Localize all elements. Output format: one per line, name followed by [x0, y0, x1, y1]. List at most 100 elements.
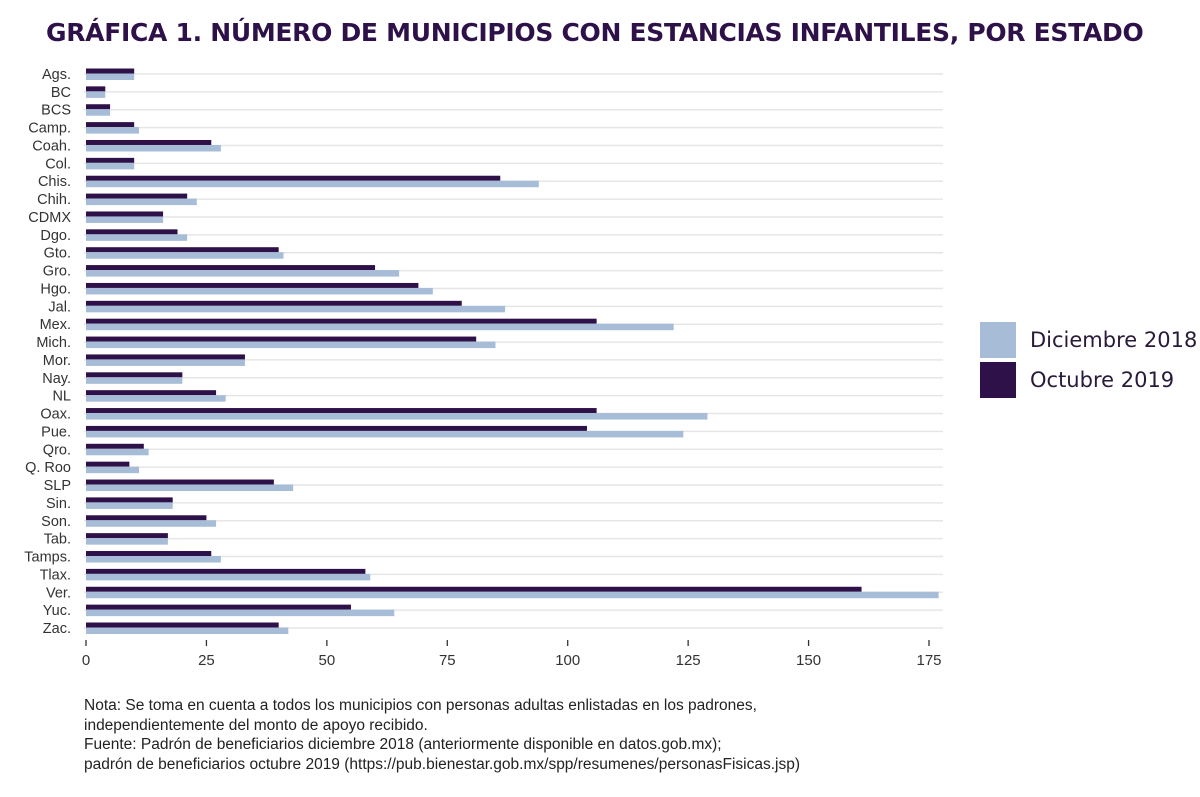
bar-diciembre-2018 — [86, 127, 139, 134]
legend-label: Octubre 2019 — [1030, 368, 1175, 392]
bar-diciembre-2018 — [86, 252, 284, 259]
bar-octubre-2019 — [86, 86, 106, 92]
x-tick-label: 150 — [796, 652, 821, 669]
bar-diciembre-2018 — [86, 287, 433, 295]
gridlines — [84, 73, 943, 629]
bar-diciembre-2018 — [86, 430, 684, 438]
category-label: Mor. — [43, 353, 71, 369]
category-label: Chis. — [38, 174, 71, 190]
category-label: BCS — [41, 103, 71, 119]
bar-octubre-2019 — [86, 175, 501, 181]
bar-diciembre-2018 — [86, 484, 294, 492]
bar-octubre-2019 — [86, 533, 168, 539]
bar-octubre-2019 — [86, 568, 366, 574]
bar-octubre-2019 — [86, 318, 597, 324]
category-label: Yuc. — [43, 603, 71, 619]
bar-octubre-2019 — [86, 443, 144, 449]
bar-diciembre-2018 — [86, 556, 221, 563]
bar-octubre-2019 — [86, 193, 188, 199]
bar-octubre-2019 — [86, 551, 212, 557]
category-label: Tlax. — [40, 567, 71, 583]
category-label: Sin. — [46, 496, 71, 512]
bar-diciembre-2018 — [86, 305, 506, 313]
bar-octubre-2019 — [86, 336, 477, 342]
category-label: Son. — [41, 514, 71, 530]
bar-diciembre-2018 — [86, 73, 135, 80]
bar-octubre-2019 — [86, 461, 130, 467]
bar-diciembre-2018 — [86, 162, 135, 170]
legend-item-octubre-2019: Octubre 2019 — [980, 361, 1197, 399]
bar-diciembre-2018 — [86, 573, 371, 581]
category-label: Chih. — [37, 192, 71, 208]
bar-diciembre-2018 — [86, 198, 197, 206]
bar-octubre-2019 — [86, 157, 135, 163]
bar-octubre-2019 — [86, 265, 376, 271]
legend-label: Diciembre 2018 — [1030, 328, 1198, 352]
category-label: Oax. — [40, 407, 71, 423]
category-label: Ver. — [46, 585, 71, 601]
category-label: Mex. — [40, 317, 71, 333]
category-label: Hgo. — [40, 281, 71, 297]
bar-octubre-2019 — [86, 586, 862, 592]
bar-octubre-2019 — [86, 300, 462, 306]
bar-diciembre-2018 — [86, 591, 939, 599]
bar-diciembre-2018 — [86, 609, 395, 617]
category-label: Ags. — [42, 67, 71, 83]
category-label: BC — [51, 85, 71, 101]
x-axis: 0 25 50 75 100 125 150 175 — [82, 640, 942, 669]
bar-diciembre-2018 — [86, 466, 139, 474]
category-label: Mich. — [36, 335, 71, 351]
bar-diciembre-2018 — [86, 502, 173, 509]
bar-octubre-2019 — [86, 122, 135, 128]
bar-octubre-2019 — [86, 372, 183, 378]
category-label: Camp. — [28, 121, 71, 137]
x-tick-label: 75 — [439, 652, 456, 669]
bar-diciembre-2018 — [86, 180, 539, 188]
bar-octubre-2019 — [86, 390, 217, 396]
bar-octubre-2019 — [86, 139, 212, 145]
bar-octubre-2019 — [86, 604, 351, 610]
bar-diciembre-2018 — [86, 413, 708, 420]
legend-swatch-diciembre-2018 — [980, 322, 1016, 358]
bar-octubre-2019 — [86, 282, 419, 288]
legend-swatch-octubre-2019 — [980, 362, 1016, 398]
category-label: Gto. — [44, 246, 71, 262]
x-tick-label: 125 — [676, 652, 701, 669]
bar-octubre-2019 — [86, 515, 207, 521]
category-label: Pue. — [41, 424, 71, 440]
bar-octubre-2019 — [86, 68, 135, 74]
source-line: Fuente: Padrón de beneficiarios diciembr… — [84, 736, 722, 753]
x-tick-label: 175 — [916, 652, 941, 669]
bar-octubre-2019 — [86, 229, 178, 235]
category-labels: Ags. BC BCS Camp.Coah. Col. Chis. Chih. CDMX Dgo… — [24, 67, 71, 637]
chart-notes: Nota: Se toma en cuenta a todos los muni… — [84, 696, 800, 774]
bar-octubre-2019 — [86, 354, 245, 360]
bar-octubre-2019 — [86, 622, 279, 628]
legend-item-diciembre-2018: Diciembre 2018 — [980, 321, 1197, 359]
bar-diciembre-2018 — [86, 377, 183, 384]
chart-title: GRÁFICA 1. NÚMERO DE MUNICIPIOS CON ESTA… — [46, 18, 1144, 47]
category-label: Tab. — [44, 532, 71, 548]
category-label: Tamps. — [24, 550, 71, 566]
category-label: Q. Roo — [25, 460, 71, 476]
category-label: Zac. — [43, 621, 71, 637]
bar-diciembre-2018 — [86, 216, 164, 223]
bar-octubre-2019 — [86, 211, 164, 217]
category-label: Gro. — [43, 264, 71, 280]
bar-diciembre-2018 — [86, 109, 111, 116]
bar-octubre-2019 — [86, 247, 279, 253]
bar-diciembre-2018 — [86, 270, 400, 277]
category-label: Coah. — [32, 138, 71, 154]
bar-diciembre-2018 — [86, 323, 674, 331]
bar-diciembre-2018 — [86, 234, 188, 241]
bar-octubre-2019 — [86, 497, 173, 503]
bar-diciembre-2018 — [86, 359, 245, 366]
legend: Diciembre 2018 Octubre 2019 — [980, 321, 1197, 401]
x-tick-label: 0 — [82, 652, 90, 669]
category-label: Dgo. — [40, 228, 71, 244]
x-tick-label: 50 — [319, 652, 336, 669]
category-label: Jal. — [48, 299, 71, 315]
category-label: Nay. — [42, 371, 71, 387]
source-line: padrón de beneficiarios octubre 2019 (ht… — [84, 755, 800, 773]
